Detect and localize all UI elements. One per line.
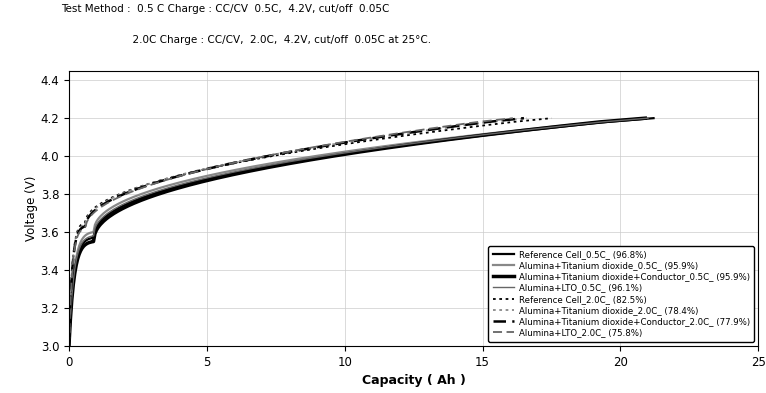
Alumina+LTO_0.5C_ (96.1%) [64, 343, 74, 348]
Reference Cell_2.0C_ (82.5%) [547, 116, 556, 121]
Alumina+LTO_2.0C_ (75.8%) [344, 139, 353, 143]
Reference Cell_2.0C_ (82.5%) [415, 131, 424, 136]
Alumina+Titanium dioxide+Conductor_0.5C_ (95.9%) [483, 132, 493, 137]
Reference Cell_2.0C_ (82.5%) [123, 189, 132, 193]
Legend: Reference Cell_0.5C_ (96.8%), Alumina+Titanium dioxide_0.5C_ (95.9%), Alumina+Ti: Reference Cell_0.5C_ (96.8%), Alumina+Ti… [489, 246, 754, 342]
Alumina+Titanium dioxide_2.0C_ (78.4%) [246, 157, 255, 162]
Alumina+LTO_0.5C_ (96.1%) [483, 132, 492, 137]
Line: Reference Cell_0.5C_ (96.8%): Reference Cell_0.5C_ (96.8%) [69, 118, 653, 346]
Alumina+Titanium dioxide_0.5C_ (95.9%) [640, 116, 650, 121]
Reference Cell_0.5C_ (96.8%) [255, 166, 264, 171]
Line: Alumina+Titanium dioxide_0.5C_ (95.9%): Alumina+Titanium dioxide_0.5C_ (95.9%) [69, 118, 645, 346]
Alumina+Titanium dioxide_0.5C_ (95.9%) [480, 132, 489, 136]
Alumina+Titanium dioxide_0.5C_ (95.9%) [134, 193, 143, 198]
Alumina+Titanium dioxide+Conductor_2.0C_ (77.9%) [244, 157, 254, 162]
Alumina+LTO_2.0C_ (75.8%) [387, 132, 396, 137]
Alumina+LTO_2.0C_ (75.8%) [385, 132, 394, 137]
Reference Cell_0.5C_ (96.8%) [432, 139, 441, 143]
Reference Cell_0.5C_ (96.8%) [649, 116, 658, 121]
Alumina+Titanium dioxide_2.0C_ (78.4%) [352, 138, 362, 143]
Line: Alumina+Titanium dioxide+Conductor_2.0C_ (77.9%): Alumina+Titanium dioxide+Conductor_2.0C_… [69, 118, 524, 346]
Reference Cell_0.5C_ (96.8%) [486, 132, 496, 137]
Alumina+Titanium dioxide_2.0C_ (78.4%) [522, 116, 532, 121]
Alumina+LTO_0.5C_ (96.1%) [485, 132, 494, 136]
Alumina+LTO_2.0C_ (75.8%) [118, 193, 127, 198]
Alumina+LTO_2.0C_ (75.8%) [241, 158, 250, 163]
Alumina+Titanium dioxide+Conductor_2.0C_ (77.9%) [119, 192, 128, 196]
Alumina+Titanium dioxide_0.5C_ (95.9%) [427, 138, 436, 143]
Reference Cell_0.5C_ (96.8%) [135, 196, 144, 201]
Alumina+Titanium dioxide_2.0C_ (78.4%) [397, 132, 406, 136]
Reference Cell_2.0C_ (82.5%) [368, 138, 377, 143]
Alumina+LTO_0.5C_ (96.1%) [643, 116, 653, 121]
Text: Test Method :  0.5 C Charge : CC/CV  0.5C,  4.2V, cut/off  0.05C: Test Method : 0.5 C Charge : CC/CV 0.5C,… [61, 4, 390, 14]
Reference Cell_0.5C_ (96.8%) [296, 158, 305, 163]
Reference Cell_2.0C_ (82.5%) [64, 343, 74, 348]
Alumina+Titanium dioxide+Conductor_2.0C_ (77.9%) [64, 343, 74, 348]
Reference Cell_0.5C_ (96.8%) [489, 132, 499, 137]
Alumina+Titanium dioxide+Conductor_0.5C_ (95.9%) [252, 167, 261, 172]
Reference Cell_2.0C_ (82.5%) [221, 162, 231, 167]
Alumina+Titanium dioxide_0.5C_ (95.9%) [64, 343, 74, 348]
Reference Cell_0.5C_ (96.8%) [64, 343, 74, 348]
Reference Cell_2.0C_ (82.5%) [255, 156, 264, 161]
Line: Alumina+LTO_2.0C_ (75.8%): Alumina+LTO_2.0C_ (75.8%) [69, 118, 513, 346]
Alumina+Titanium dioxide+Conductor_2.0C_ (77.9%) [393, 132, 402, 137]
Alumina+LTO_0.5C_ (96.1%) [134, 195, 143, 200]
Alumina+Titanium dioxide+Conductor_0.5C_ (95.9%) [134, 199, 143, 204]
Alumina+Titanium dioxide+Conductor_2.0C_ (77.9%) [519, 116, 529, 121]
Alumina+LTO_2.0C_ (75.8%) [209, 165, 218, 170]
Alumina+Titanium dioxide+Conductor_0.5C_ (95.9%) [293, 160, 302, 165]
Alumina+LTO_0.5C_ (96.1%) [293, 158, 303, 163]
Alumina+Titanium dioxide_2.0C_ (78.4%) [394, 132, 404, 136]
Alumina+Titanium dioxide_0.5C_ (95.9%) [293, 156, 302, 161]
Alumina+Titanium dioxide_2.0C_ (78.4%) [214, 163, 223, 168]
Alumina+Titanium dioxide+Conductor_0.5C_ (95.9%) [480, 132, 489, 137]
Line: Reference Cell_2.0C_ (82.5%): Reference Cell_2.0C_ (82.5%) [69, 118, 552, 346]
Alumina+Titanium dioxide+Conductor_2.0C_ (77.9%) [395, 132, 404, 136]
Alumina+Titanium dioxide_2.0C_ (78.4%) [64, 343, 74, 348]
Alumina+Titanium dioxide+Conductor_2.0C_ (77.9%) [351, 138, 360, 143]
Line: Alumina+Titanium dioxide+Conductor_0.5C_ (95.9%): Alumina+Titanium dioxide+Conductor_0.5C_… [69, 118, 645, 346]
Line: Alumina+LTO_0.5C_ (96.1%): Alumina+LTO_0.5C_ (96.1%) [69, 118, 648, 346]
Alumina+Titanium dioxide_2.0C_ (78.4%) [119, 191, 129, 195]
Alumina+Titanium dioxide_0.5C_ (95.9%) [483, 131, 493, 136]
Alumina+LTO_2.0C_ (75.8%) [509, 116, 518, 121]
Y-axis label: Voltage (V): Voltage (V) [25, 176, 38, 241]
Alumina+LTO_0.5C_ (96.1%) [429, 138, 438, 143]
Reference Cell_2.0C_ (82.5%) [413, 132, 422, 136]
Alumina+Titanium dioxide+Conductor_0.5C_ (95.9%) [427, 140, 436, 144]
Alumina+Titanium dioxide_0.5C_ (95.9%) [252, 163, 261, 168]
Alumina+Titanium dioxide+Conductor_2.0C_ (77.9%) [213, 164, 222, 169]
X-axis label: Capacity ( Ah ): Capacity ( Ah ) [362, 374, 466, 387]
Text: 2.0C Charge : CC/CV,  2.0C,  4.2V, cut/off  0.05C at 25°C.: 2.0C Charge : CC/CV, 2.0C, 4.2V, cut/off… [61, 35, 431, 45]
Alumina+LTO_2.0C_ (75.8%) [64, 343, 74, 348]
Alumina+Titanium dioxide+Conductor_0.5C_ (95.9%) [640, 116, 650, 121]
Alumina+LTO_0.5C_ (96.1%) [253, 165, 262, 170]
Line: Alumina+Titanium dioxide_2.0C_ (78.4%): Alumina+Titanium dioxide_2.0C_ (78.4%) [69, 118, 527, 346]
Alumina+Titanium dioxide+Conductor_0.5C_ (95.9%) [64, 343, 74, 348]
